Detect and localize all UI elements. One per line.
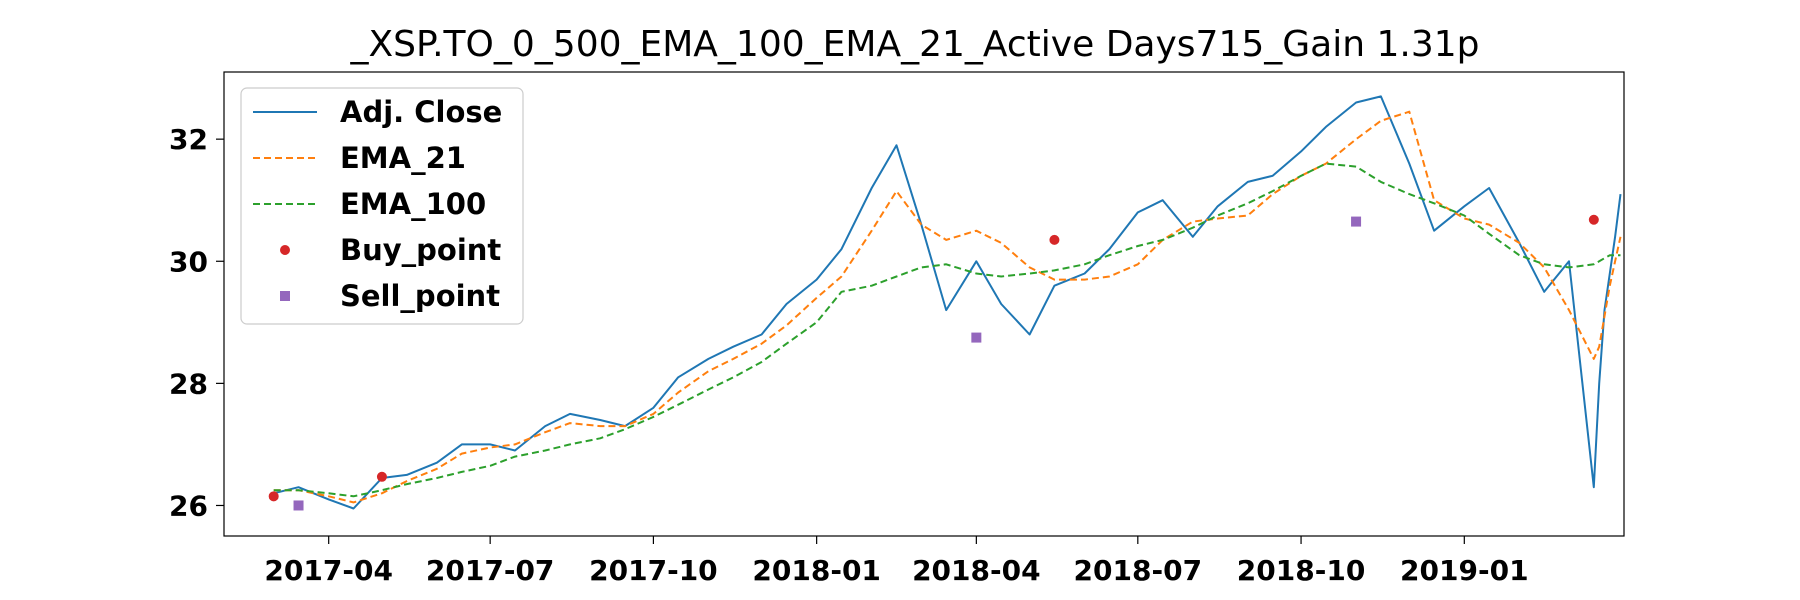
x-tick-label: 2017-10 — [589, 554, 718, 587]
buy-point-marker — [1049, 234, 1060, 245]
y-tick-label: 26 — [169, 489, 208, 522]
y-tick-label: 30 — [169, 245, 208, 278]
x-tick-label: 2018-07 — [1074, 554, 1203, 587]
series-line-ema-21 — [273, 110, 1622, 504]
legend-swatch — [280, 291, 290, 301]
sell-point-marker — [293, 500, 304, 511]
plot-frame — [223, 71, 1625, 537]
x-tick-label: 2017-07 — [426, 554, 555, 587]
buy-point-marker — [268, 491, 279, 502]
chart-title: _XSP.TO_0_500_EMA_100_EMA_21_Active Days… — [350, 24, 1480, 65]
buy-point-marker — [1588, 214, 1599, 225]
legend-label: Sell_point — [340, 279, 500, 313]
series-line-ema-100 — [273, 162, 1621, 498]
x-tick-label: 2018-10 — [1237, 554, 1366, 587]
x-tick-label: 2018-04 — [912, 554, 1041, 587]
buy-point-marker — [376, 471, 387, 482]
axes: 2017-04 2017-07 2017-10 2018-01 2018-04 2018-… — [169, 123, 1529, 587]
series-line-adj-close — [273, 95, 1622, 510]
y-tick-label: 28 — [169, 367, 208, 400]
x-tick-label: 2018-01 — [752, 554, 881, 587]
sell-point-marker — [1351, 216, 1362, 227]
legend-label: EMA_100 — [340, 187, 486, 221]
legend-box — [240, 87, 524, 325]
x-tick-label: 2019-01 — [1400, 554, 1529, 587]
legend-swatch — [280, 245, 290, 255]
legend: Adj. Close EMA_21 EMA_100 Buy_point Sell_poi… — [240, 87, 524, 325]
legend-label: EMA_21 — [340, 141, 466, 175]
legend-label: Adj. Close — [340, 95, 502, 129]
x-tick-label: 2017-04 — [264, 554, 393, 587]
plot-area — [268, 95, 1622, 511]
legend-label: Buy_point — [340, 233, 501, 267]
y-tick-label: 32 — [169, 123, 208, 156]
sell-point-marker — [971, 332, 982, 343]
